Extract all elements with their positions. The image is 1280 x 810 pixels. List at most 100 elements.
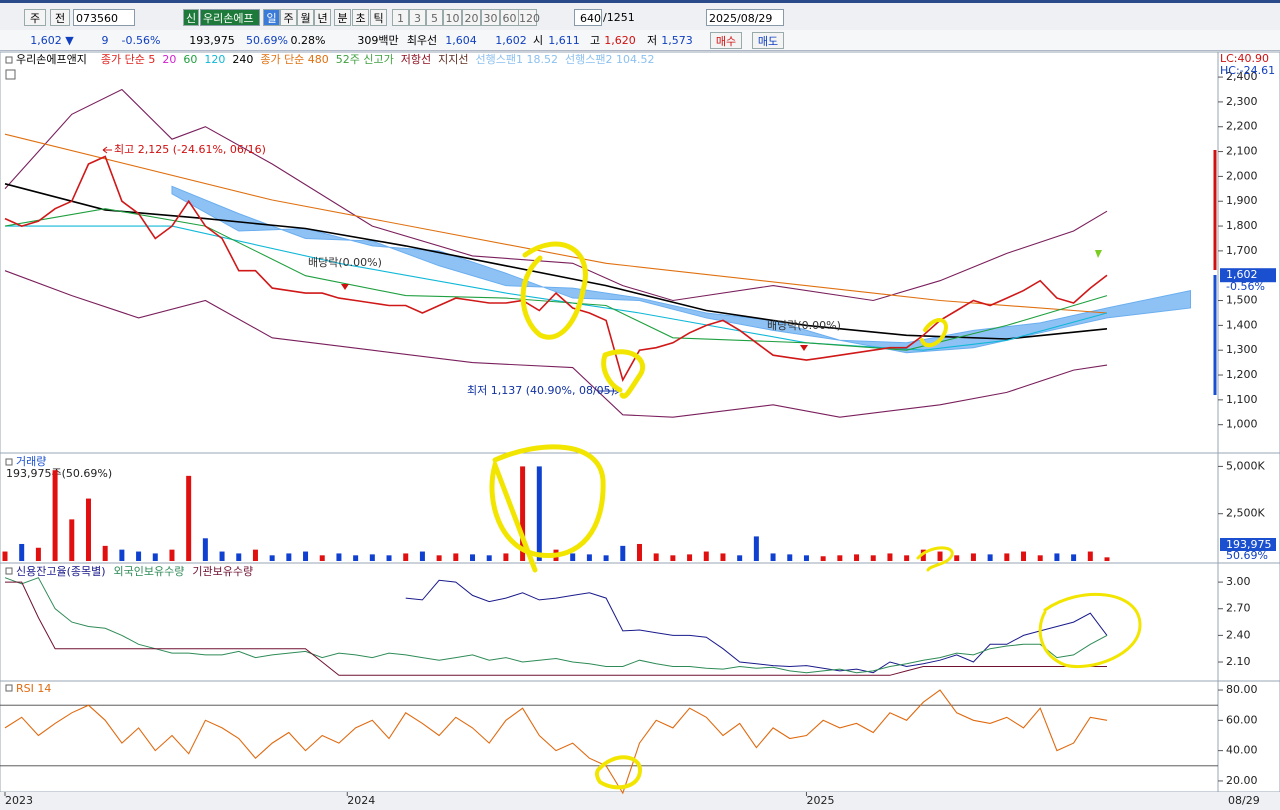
volume-bar: [603, 555, 609, 561]
legend-entry: 20: [162, 53, 176, 66]
volume-bar: [803, 555, 809, 561]
toolbar-item[interactable]: 매수: [710, 32, 742, 49]
toolbar-item[interactable]: 3: [409, 9, 426, 26]
volume-bar: [737, 555, 743, 561]
series-line: [4, 88, 1108, 302]
toolbar-item[interactable]: 초: [352, 9, 369, 26]
series-line: [4, 155, 1108, 383]
toolbar-item[interactable]: 60: [500, 9, 519, 26]
volume-bar: [1054, 553, 1060, 561]
volume-bar: [102, 545, 108, 561]
toolbar-item[interactable]: 2025/08/29: [706, 9, 784, 26]
legend-entry: 종가 단순 480: [260, 53, 328, 66]
y-tick-label: 1,800: [1226, 219, 1258, 232]
panel-title: RSI 14: [16, 682, 51, 695]
toolbar-item[interactable]: 년: [314, 9, 331, 26]
toolbar-item[interactable]: 분: [334, 9, 351, 26]
y-tick-label: 2,500K: [1226, 507, 1265, 520]
current-change: -0.56%: [1226, 280, 1265, 293]
series-line: [5, 225, 1108, 351]
volume-bar: [987, 554, 993, 561]
toolbar-item[interactable]: 주: [24, 9, 46, 26]
y-tick-label: 1,900: [1226, 194, 1258, 207]
icon: [5, 56, 13, 64]
volume-bar: [670, 555, 676, 561]
volume-bar: [436, 555, 442, 561]
icon: [5, 684, 13, 692]
volume-bar: [904, 555, 910, 561]
y-tick-label: 1,000: [1226, 418, 1258, 431]
toolbar-item[interactable]: 신: [183, 9, 199, 26]
legend-entry: 지지선: [438, 53, 468, 66]
toolbar-item: 1,620: [604, 34, 636, 47]
volume-bar: [920, 549, 926, 561]
volume-bar: [219, 551, 225, 561]
volume-bar: [269, 555, 275, 561]
legend-entry: 120: [204, 53, 225, 66]
y-tick-label: 5,000K: [1226, 459, 1265, 472]
toolbar-item[interactable]: 매도: [752, 32, 784, 49]
y-tick-label: 1,200: [1226, 368, 1258, 381]
volume-bar: [753, 536, 759, 561]
toolbar-item[interactable]: 일: [263, 9, 280, 26]
y-tick-label: 2,100: [1226, 145, 1258, 158]
toolbar-item[interactable]: 10: [443, 9, 462, 26]
toolbar-item[interactable]: 20: [462, 9, 481, 26]
toolbar-item[interactable]: 우리손에프: [200, 9, 260, 26]
toolbar-item[interactable]: 640: [574, 9, 602, 26]
y-tick-label: 1,400: [1226, 318, 1258, 331]
volume-bar: [720, 553, 726, 561]
x-last-date: 08/29: [1228, 794, 1260, 807]
y-tick-label: 1,700: [1226, 244, 1258, 257]
volume-bar: [536, 466, 542, 561]
volume-bar: [336, 553, 342, 561]
y-tick-label: 2,000: [1226, 169, 1258, 182]
x-tick-label: 2023: [5, 794, 33, 807]
volume-bar: [820, 556, 826, 561]
icon: [5, 69, 16, 80]
toolbar-item[interactable]: 1: [392, 9, 409, 26]
series-line: [405, 579, 1108, 674]
volume-bar: [470, 554, 476, 561]
volume-bar: [52, 470, 58, 561]
volume-bar: [870, 555, 876, 561]
toolbar-item[interactable]: 073560: [73, 9, 135, 26]
highlight: [1038, 592, 1142, 669]
x-axis-bg: [0, 792, 1280, 810]
marker: [800, 345, 808, 351]
toolbar-item: 1,602: [495, 34, 527, 47]
volume-bar: [520, 466, 526, 561]
volume-bar: [19, 543, 25, 561]
series-line: [4, 133, 1108, 314]
annotation: 배당락(0.00%): [308, 256, 382, 269]
volume-bar: [136, 551, 142, 561]
y-tick-label: 20.00: [1226, 774, 1258, 787]
toolbar-item[interactable]: 5: [426, 9, 443, 26]
toolbar-item[interactable]: 120: [518, 9, 540, 26]
toolbar-item: 최우선: [406, 34, 438, 47]
legend-entry: 선행스팬2 104.52: [565, 53, 654, 66]
volume-bar: [236, 553, 242, 561]
toolbar-item[interactable]: 30: [481, 9, 500, 26]
highlight: [920, 318, 948, 348]
y-tick-label: 2,300: [1226, 95, 1258, 108]
volume-bar: [186, 475, 192, 561]
legend-entry: 선행스팬1 18.52: [476, 53, 558, 66]
last-volume: 193,975: [1226, 538, 1272, 551]
toolbar-item[interactable]: 주: [280, 9, 297, 26]
marker: [341, 284, 349, 290]
annotation: 배당락(0.00%): [767, 319, 841, 332]
toolbar-item[interactable]: 틱: [370, 9, 387, 26]
volume-bar: [303, 551, 309, 561]
toolbar-item[interactable]: 전: [50, 9, 70, 26]
volume-bar: [620, 545, 626, 561]
y-tick-label: 2,400: [1226, 70, 1258, 83]
volume-bar: [1087, 551, 1093, 561]
volume-bar: [653, 553, 659, 561]
toolbar-item: 1,611: [548, 34, 580, 47]
toolbar-item: 0.28%: [290, 34, 326, 47]
price-box: [1220, 268, 1276, 283]
toolbar-item[interactable]: 월: [297, 9, 314, 26]
